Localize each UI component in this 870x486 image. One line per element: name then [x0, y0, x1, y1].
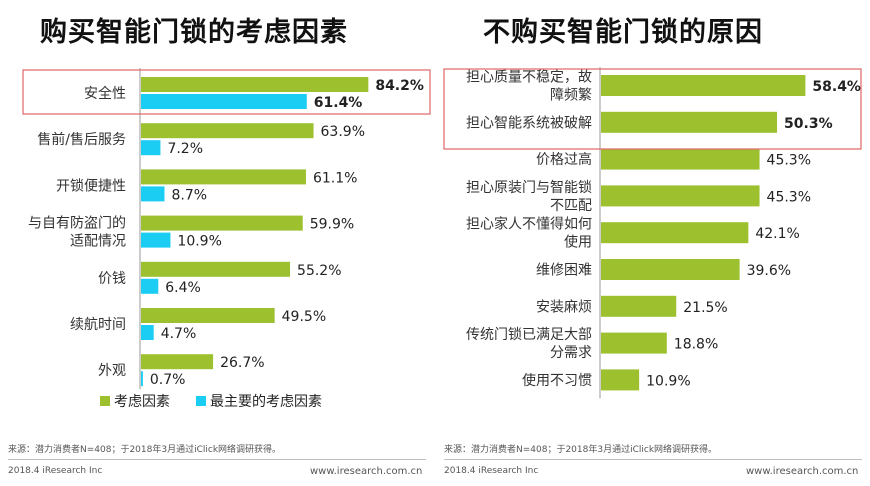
value-label: 7.2%	[167, 141, 203, 157]
category-label: 适配情况	[70, 234, 126, 250]
category-label: 安全性	[84, 85, 126, 102]
bar-main-consider	[141, 325, 154, 340]
highlight-box	[443, 68, 862, 150]
category-label: 障频繁	[550, 88, 592, 104]
category-label: 安装麻烦	[536, 299, 592, 315]
bar-consider	[141, 215, 303, 231]
category-label: 不匹配	[550, 198, 592, 214]
value-label: 0.7%	[150, 372, 186, 388]
category-label: 担心质量不稳定，故	[466, 70, 592, 86]
bar-reason	[601, 332, 667, 354]
bar-reason	[601, 75, 806, 96]
bar-consider	[141, 77, 369, 92]
value-label: 45.3%	[767, 189, 811, 205]
left-footer-divider	[8, 459, 426, 460]
legend-swatch	[196, 396, 206, 406]
left-chart-title: 购买智能门锁的考虑因素	[40, 17, 348, 48]
left-bar-chart: 安全性 84.2% 61.4% 售前/售后服务 63.9% 7.2% 开锁便捷性 61.1% 8…	[22, 68, 431, 410]
value-label: 4.7%	[161, 326, 197, 342]
bar-consider	[141, 308, 275, 323]
bar-consider	[141, 123, 314, 139]
value-label: 6.4%	[165, 280, 201, 296]
category-label: 传统门锁已满足大部	[466, 327, 592, 343]
value-label: 8.7%	[171, 187, 207, 203]
bar-main-consider	[141, 232, 171, 248]
bar-reason	[601, 111, 778, 133]
value-label: 63.9%	[321, 124, 365, 140]
category-label: 维修困难	[536, 263, 592, 279]
value-label: 10.9%	[177, 234, 221, 250]
bar-main-consider	[141, 94, 307, 109]
bar-reason	[601, 369, 640, 391]
right-url: www.iresearch.com.cn	[746, 466, 859, 477]
bar-consider	[141, 354, 214, 370]
category-label: 售前/售后服务	[37, 131, 126, 148]
value-label: 61.4%	[314, 95, 363, 111]
category-label: 价钱	[98, 271, 126, 287]
right-copyright: 2018.4 iResearch Inc	[444, 466, 539, 476]
bar-consider	[141, 261, 291, 277]
bar-reason	[601, 148, 760, 170]
left-copyright: 2018.4 iResearch Inc	[8, 466, 103, 476]
left-source-note: 来源：潜力消费者N=408；于2018年3月通过iClick网络调研获得。	[8, 445, 282, 455]
right-source-note: 来源：潜力消费者N=408；于2018年3月通过iClick网络调研获得。	[444, 445, 718, 455]
legend-label: 最主要的考虑因素	[210, 394, 322, 410]
category-label: 分需求	[550, 345, 592, 361]
category-label: 与自有防盗门的	[28, 216, 126, 232]
value-label: 39.6%	[747, 263, 791, 279]
bar-reason	[601, 259, 740, 280]
value-label: 61.1%	[313, 170, 357, 186]
category-label: 使用	[564, 234, 592, 251]
bar-main-consider	[141, 186, 165, 202]
value-label: 26.7%	[220, 355, 264, 371]
bar-reason	[601, 185, 760, 207]
legend-swatch	[100, 396, 110, 406]
bar-reason	[601, 222, 749, 244]
category-label: 续航时间	[70, 316, 126, 333]
category-label: 开锁便捷性	[56, 178, 126, 194]
value-label: 42.1%	[755, 226, 799, 242]
value-label: 55.2%	[297, 263, 341, 279]
legend-label: 考虑因素	[114, 394, 170, 410]
bar-main-consider	[141, 278, 159, 294]
category-label: 担心智能系统被破解	[466, 115, 592, 131]
value-label: 49.5%	[282, 309, 326, 325]
bar-main-consider	[141, 140, 161, 156]
category-label: 担心原装门与智能锁	[466, 180, 592, 196]
value-label: 84.2%	[375, 78, 424, 94]
value-label: 21.5%	[683, 300, 727, 316]
left-url: www.iresearch.com.cn	[310, 466, 423, 477]
bar-consider	[141, 169, 306, 185]
highlight-box	[22, 69, 431, 115]
value-label: 45.3%	[767, 153, 811, 169]
bar-reason	[601, 295, 677, 317]
category-label: 使用不习惯	[522, 372, 592, 389]
category-label: 外观	[98, 363, 126, 379]
bar-main-consider	[141, 371, 143, 387]
category-label: 担心家人不懂得如何	[466, 216, 592, 233]
value-label: 58.4%	[812, 79, 861, 95]
right-chart-title: 不购买智能门锁的原因	[483, 17, 763, 48]
right-footer-divider	[444, 459, 862, 460]
value-label: 18.8%	[674, 337, 718, 353]
category-label: 价格过高	[536, 151, 592, 168]
value-label: 50.3%	[784, 116, 833, 132]
value-label: 59.9%	[310, 217, 354, 233]
value-label: 10.9%	[646, 373, 690, 389]
